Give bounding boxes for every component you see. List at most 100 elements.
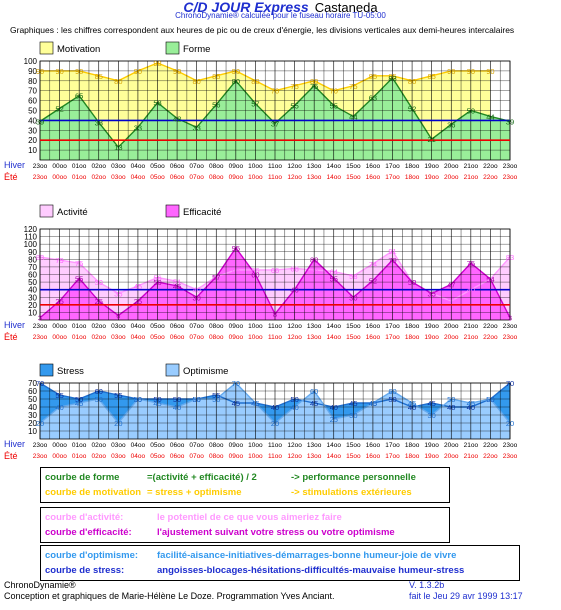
legend-key: courbe d'efficacité: <box>45 527 132 538</box>
intro-text: Graphiques : les chiffres correspondent … <box>10 25 515 35</box>
data-label: 90 <box>486 67 494 76</box>
x-tick-hiver: 16oo <box>366 163 381 170</box>
x-tick-hiver: 22oo <box>483 163 498 170</box>
y-tick-label: 20 <box>28 419 37 428</box>
data-label: 90 <box>134 67 142 76</box>
x-tick-ete: 15oo <box>346 334 361 341</box>
x-tick-ete: 10oo <box>248 334 263 341</box>
x-tick-ete: 05oo <box>150 453 165 460</box>
data-label: 45 <box>427 399 435 408</box>
legend-value: =(activité + efficacité) / 2 <box>147 472 257 483</box>
data-label: 66 <box>251 266 259 275</box>
y-tick-label: 70 <box>28 379 37 388</box>
x-tick-hiver: 03oo <box>111 163 126 170</box>
data-label: 30 <box>349 293 357 302</box>
x-tick-hiver: 07oo <box>189 163 204 170</box>
x-tick-hiver: 14oo <box>327 163 342 170</box>
legend-forme: courbe de forme =(activité + efficacité)… <box>45 470 445 485</box>
data-label: 55 <box>290 102 298 111</box>
legend-value: le potentiel de ce que vous aimeriez fai… <box>157 512 342 523</box>
x-tick-ete: 01oo <box>72 334 87 341</box>
data-label: 79 <box>55 256 63 265</box>
x-tick-ete: 14oo <box>327 174 342 181</box>
x-tick-ete: 00oo <box>52 334 67 341</box>
data-label: 47 <box>447 280 455 289</box>
y-tick-label: 70 <box>28 87 37 96</box>
x-tick-ete: 05oo <box>150 334 165 341</box>
y-tick-label: 50 <box>28 395 37 404</box>
plot-frame <box>39 382 511 440</box>
data-label: 58 <box>349 272 357 281</box>
x-tick-hiver: 09oo <box>229 163 244 170</box>
data-label: 80 <box>114 77 122 86</box>
x-tick-hiver: 01oo <box>72 442 87 449</box>
x-tick-ete: 21oo <box>464 453 479 460</box>
data-label: 40 <box>408 403 416 412</box>
x-tick-ete: 23oo <box>33 334 48 341</box>
x-tick-hiver: 18oo <box>405 323 420 330</box>
data-label: 50 <box>153 278 161 287</box>
x-tick-ete: 13oo <box>307 174 322 181</box>
x-tick-hiver: 21oo <box>464 323 479 330</box>
data-label: 50 <box>75 395 83 404</box>
data-label: 68 <box>290 264 298 273</box>
legend-value2: -> performance personnelle <box>291 472 416 483</box>
legend-box-optimisme-stress: courbe d'optimisme: facilité-aisance-ini… <box>40 545 520 581</box>
x-tick-ete: 00oo <box>52 174 67 181</box>
data-label: 50 <box>408 278 416 287</box>
data-label: 55 <box>212 391 220 400</box>
legend-key: courbe d'optimisme: <box>45 550 139 561</box>
data-label: 55 <box>330 274 338 283</box>
x-tick-ete: 15oo <box>346 174 361 181</box>
legend-efficacite: courbe d'efficacité: l'ajustement suivan… <box>45 525 445 540</box>
data-label: 39 <box>506 117 514 126</box>
x-tick-ete: 12oo <box>287 453 302 460</box>
data-label: 90 <box>55 67 63 76</box>
data-label: 85 <box>369 72 377 81</box>
x-tick-hiver: 06oo <box>170 163 185 170</box>
data-label: 66 <box>310 266 318 275</box>
data-label: 35 <box>427 289 435 298</box>
data-label: 80 <box>310 255 318 264</box>
x-tick-ete: 16oo <box>366 453 381 460</box>
data-label: 66 <box>232 266 240 275</box>
x-tick-hiver: 05oo <box>150 442 165 449</box>
legend-value: angoisses-blocages-hésitations-difficult… <box>157 565 465 576</box>
x-tick-hiver: 08oo <box>209 163 224 170</box>
x-tick-ete: 09oo <box>229 453 244 460</box>
data-label: 98 <box>153 59 161 68</box>
data-label: 70 <box>232 379 240 388</box>
legend-value: = stress + optimisme <box>147 487 242 498</box>
y-tick-label: 10 <box>28 427 37 436</box>
x-tick-ete: 19oo <box>424 453 439 460</box>
footer-meta: V. 1.3.2b fait le Jeu 29 avr 1999 13:17 <box>409 580 523 602</box>
data-label: 51 <box>173 277 181 286</box>
data-label: 80 <box>251 77 259 86</box>
x-tick-hiver: 13oo <box>307 442 322 449</box>
legend-value2: -> stimulations extérieures <box>291 487 412 498</box>
data-label: 38 <box>95 118 103 127</box>
data-label: 50 <box>486 395 494 404</box>
data-label: 75 <box>467 259 475 268</box>
y-tick-label: 20 <box>28 301 37 310</box>
x-tick-ete: 22oo <box>483 174 498 181</box>
legend-label: Forme <box>183 44 210 55</box>
x-tick-hiver: 11oo <box>268 323 282 330</box>
y-tick-label: 80 <box>28 255 37 264</box>
y-tick-label: 30 <box>28 293 37 302</box>
x-tick-hiver: 12oo <box>287 323 302 330</box>
plot-frame <box>39 60 511 161</box>
x-tick-hiver: 14oo <box>327 323 342 330</box>
x-tick-ete: 15oo <box>346 453 361 460</box>
x-tick-hiver: 01oo <box>72 323 87 330</box>
y-tick-label: 90 <box>28 248 37 257</box>
data-label: 83 <box>36 253 44 262</box>
x-tick-ete: 23oo <box>503 174 518 181</box>
data-label: 57 <box>212 273 220 282</box>
x-tick-ete: 05oo <box>150 174 165 181</box>
data-label: 80 <box>232 77 240 86</box>
data-label: 64 <box>330 267 338 276</box>
data-label: 40 <box>467 403 475 412</box>
data-label: 90 <box>232 67 240 76</box>
x-tick-hiver: 14oo <box>327 442 342 449</box>
